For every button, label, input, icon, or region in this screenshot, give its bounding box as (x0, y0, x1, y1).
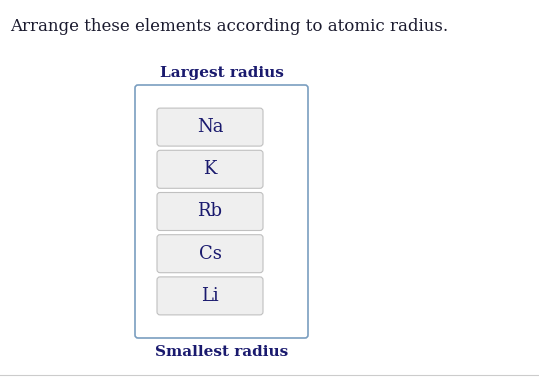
FancyBboxPatch shape (157, 108, 263, 146)
Text: Na: Na (197, 118, 223, 136)
Text: Arrange these elements according to atomic radius.: Arrange these elements according to atom… (10, 18, 448, 35)
Text: Largest radius: Largest radius (160, 66, 284, 80)
Text: K: K (203, 160, 217, 178)
Text: Smallest radius: Smallest radius (155, 345, 288, 359)
Text: Li: Li (201, 287, 219, 305)
FancyBboxPatch shape (157, 235, 263, 273)
Text: Rb: Rb (197, 203, 223, 220)
Text: Cs: Cs (198, 245, 222, 263)
FancyBboxPatch shape (157, 192, 263, 230)
FancyBboxPatch shape (135, 85, 308, 338)
FancyBboxPatch shape (157, 277, 263, 315)
FancyBboxPatch shape (157, 150, 263, 188)
